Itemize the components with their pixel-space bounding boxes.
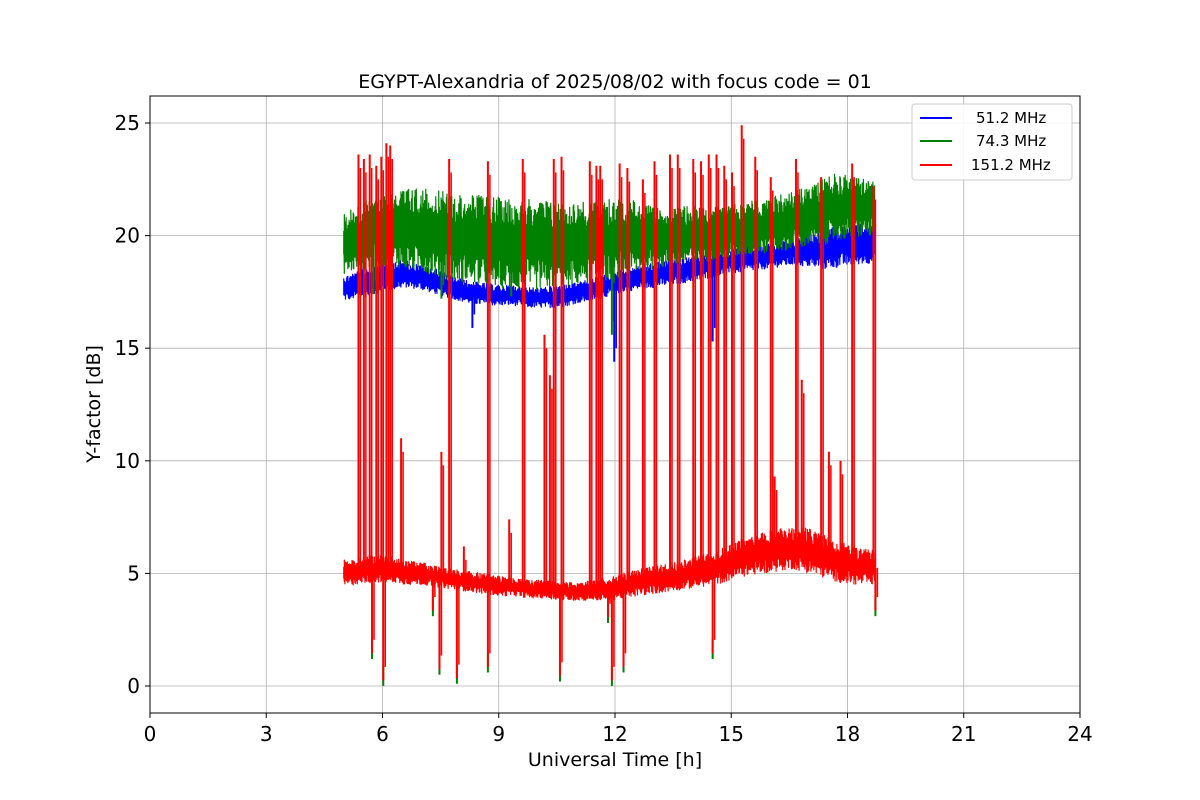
chart-title: EGYPT-Alexandria of 2025/08/02 with focu… — [358, 71, 872, 93]
x-tick-label: 15 — [719, 722, 744, 746]
x-tick-label: 9 — [492, 722, 505, 746]
x-tick-label: 18 — [835, 722, 860, 746]
y-axis-label: Y-factor [dB] — [83, 345, 105, 464]
y-tick-label: 5 — [127, 561, 140, 585]
x-tick-label: 6 — [376, 722, 389, 746]
series-line-0 — [343, 223, 876, 309]
legend-box — [911, 103, 1073, 181]
x-tick-label: 0 — [144, 722, 157, 746]
legend-label-151mhz: 151.2 MHz — [971, 156, 1051, 174]
x-tick-label: 3 — [260, 722, 273, 746]
x-tick-label: 21 — [951, 722, 976, 746]
y-tick-label: 10 — [115, 449, 140, 473]
x-tick-label: 12 — [602, 722, 627, 746]
y-tick-label: 15 — [115, 336, 140, 360]
ticks: 0 3 6 9 12 15 18 21 24 0 5 10 15 20 25 — [115, 111, 1093, 746]
legend-label-74mhz: 74.3 MHz — [976, 132, 1046, 150]
legend-label-51mhz: 51.2 MHz — [976, 109, 1046, 127]
legend: 51.2 MHz 74.3 MHz 151.2 MHz — [911, 103, 1073, 181]
y-tick-label: 0 — [127, 674, 140, 698]
series-line-1 — [343, 173, 876, 290]
x-axis-label: Universal Time [h] — [528, 749, 702, 771]
y-tick-label: 25 — [115, 111, 140, 135]
x-tick-label: 24 — [1067, 722, 1092, 746]
y-tick-label: 20 — [115, 224, 140, 248]
series-layer — [343, 125, 879, 686]
